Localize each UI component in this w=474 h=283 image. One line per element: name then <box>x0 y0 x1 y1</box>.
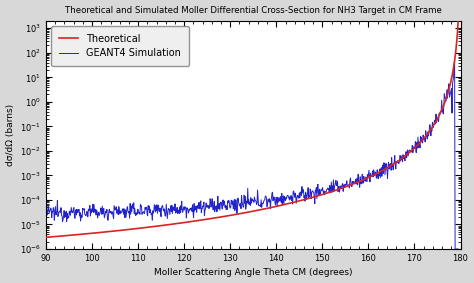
GEANT4 Simulation <box>293 201 299 205</box>
GEANT4 Simulation <box>452 58 457 61</box>
Line: Theoretical: Theoretical <box>46 0 460 237</box>
Line: GEANT4 Simulation: GEANT4 Simulation <box>46 60 458 249</box>
Theoretical <box>445 92 450 96</box>
Theoretical <box>244 211 250 214</box>
X-axis label: Moller Scattering Angle Theta CM (degrees): Moller Scattering Angle Theta CM (degree… <box>154 269 353 277</box>
GEANT4 Simulation <box>456 247 461 251</box>
Theoretical <box>445 93 450 97</box>
Theoretical <box>43 236 49 239</box>
GEANT4 Simulation <box>68 206 74 209</box>
Y-axis label: dσ/dΩ (barns): dσ/dΩ (barns) <box>6 104 15 166</box>
Theoretical <box>369 174 374 178</box>
Title: Theoretical and Simulated Moller Differential Cross-Section for NH3 Target in CM: Theoretical and Simulated Moller Differe… <box>65 6 442 14</box>
GEANT4 Simulation <box>452 247 458 251</box>
Theoretical <box>233 213 239 216</box>
Legend: Theoretical, GEANT4 Simulation: Theoretical, GEANT4 Simulation <box>51 26 189 66</box>
GEANT4 Simulation <box>398 154 404 158</box>
Theoretical <box>64 234 70 237</box>
GEANT4 Simulation <box>306 196 311 199</box>
GEANT4 Simulation <box>283 199 288 202</box>
GEANT4 Simulation <box>43 212 49 215</box>
GEANT4 Simulation <box>356 179 362 182</box>
